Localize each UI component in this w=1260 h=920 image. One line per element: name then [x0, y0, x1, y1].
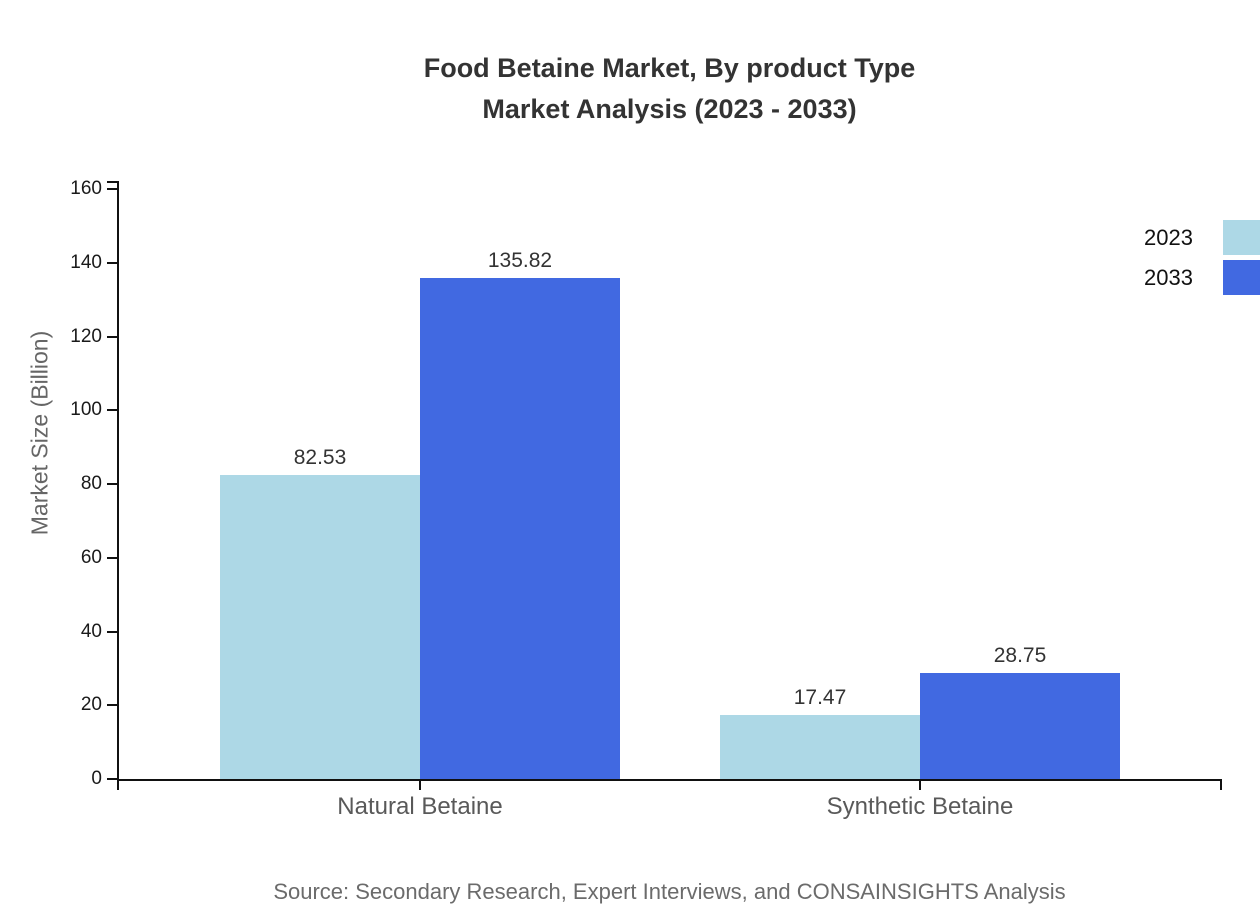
y-axis-tick-label: 20 [80, 694, 102, 715]
bar-value-label: 135.82 [487, 249, 553, 272]
bar-2023-natural-betaine [220, 475, 420, 779]
bar-value-label: 17.47 [793, 686, 847, 709]
bar-2023-synthetic-betaine [720, 715, 920, 779]
bar-2033-synthetic-betaine [920, 673, 1120, 779]
x-axis-category-label: Synthetic Betaine [826, 793, 1014, 820]
y-axis-tick [107, 188, 118, 190]
legend-label-2023: 2023 [1144, 225, 1193, 250]
y-axis-tick-label: 40 [80, 621, 102, 642]
legend-swatch-2023 [1223, 220, 1260, 255]
y-axis-tick [107, 631, 118, 633]
y-axis-tick [107, 409, 118, 411]
bar-value-label: 82.53 [293, 446, 347, 469]
bar-2033-natural-betaine [420, 278, 620, 779]
y-axis-tick-label: 160 [70, 178, 102, 199]
y-axis-tick [107, 778, 118, 780]
chart-title-line1: Food Betaine Market, By product Type [423, 53, 916, 83]
x-axis-end-cap [1220, 779, 1222, 790]
y-axis-tick-label: 100 [70, 399, 102, 420]
x-axis-line [117, 779, 1222, 781]
x-axis-tick [419, 779, 421, 790]
bar-value-label: 28.75 [993, 644, 1047, 667]
y-axis-tick-label: 0 [91, 768, 102, 789]
chart-title: Food Betaine Market, By product Type Mar… [118, 48, 1221, 130]
y-axis-top-cap [107, 181, 119, 183]
y-axis-tick [107, 557, 118, 559]
y-axis-tick [107, 262, 118, 264]
y-axis-tick [107, 483, 118, 485]
y-axis-tick-label: 120 [70, 326, 102, 347]
y-axis-tick [107, 336, 118, 338]
x-axis-category-label: Natural Betaine [337, 793, 503, 820]
x-axis-tick [919, 779, 921, 790]
y-axis-line [117, 181, 119, 790]
legend-label-2033: 2033 [1144, 265, 1193, 290]
legend-swatch-2033 [1223, 260, 1260, 295]
y-axis-tick-label: 140 [70, 252, 102, 273]
y-axis-tick [107, 704, 118, 706]
source-note: Source: Secondary Research, Expert Inter… [273, 879, 1066, 904]
y-axis-tick-label: 60 [80, 547, 102, 568]
y-axis-tick-label: 80 [80, 473, 102, 494]
chart-title-line2: Market Analysis (2023 - 2033) [482, 94, 857, 124]
